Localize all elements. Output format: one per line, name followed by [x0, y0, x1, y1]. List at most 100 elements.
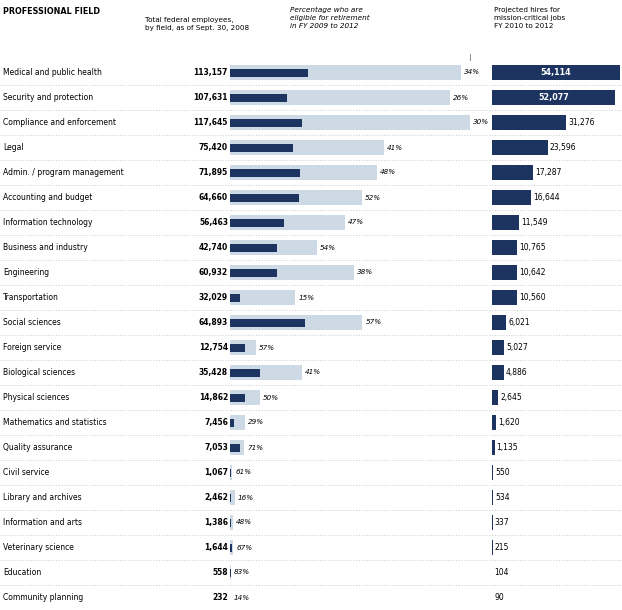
Bar — [492, 415, 496, 430]
Bar — [492, 90, 615, 105]
Text: 7,456: 7,456 — [204, 418, 228, 427]
Text: 534: 534 — [495, 493, 510, 502]
Bar — [230, 340, 256, 355]
Text: Foreign service: Foreign service — [3, 343, 61, 352]
Bar — [230, 193, 299, 201]
Text: Admin. / program management: Admin. / program management — [3, 168, 124, 177]
Bar — [492, 315, 506, 330]
Text: Legal: Legal — [3, 143, 24, 152]
Bar — [230, 168, 300, 176]
Bar — [230, 518, 231, 526]
Text: 41%: 41% — [305, 370, 322, 376]
Bar — [492, 265, 517, 280]
Text: Library and archives: Library and archives — [3, 493, 81, 502]
Text: 52%: 52% — [365, 195, 381, 201]
Bar — [230, 318, 305, 326]
Text: 15%: 15% — [299, 295, 315, 301]
Text: 56,463: 56,463 — [199, 218, 228, 227]
Text: 1,386: 1,386 — [204, 518, 228, 527]
Bar — [230, 544, 232, 551]
Bar — [230, 393, 245, 401]
Text: Projected hires for
mission-critical jobs
FY 2010 to 2012: Projected hires for mission-critical job… — [494, 7, 565, 29]
Text: 34%: 34% — [464, 70, 480, 76]
Text: 11,549: 11,549 — [521, 218, 548, 227]
Bar — [492, 490, 493, 505]
Text: 90: 90 — [494, 593, 504, 602]
Text: 71%: 71% — [248, 445, 264, 451]
Bar — [230, 268, 277, 276]
Bar — [230, 240, 317, 255]
Bar — [230, 515, 233, 530]
Text: 6,021: 6,021 — [508, 318, 530, 327]
Text: Medical and public health: Medical and public health — [3, 68, 102, 77]
Bar — [492, 190, 531, 205]
Text: 1,135: 1,135 — [497, 443, 518, 452]
Text: 1,067: 1,067 — [204, 468, 228, 477]
Text: Engineering: Engineering — [3, 268, 49, 277]
Text: 17,287: 17,287 — [535, 168, 561, 177]
Text: 48%: 48% — [379, 170, 396, 176]
Text: 117,645: 117,645 — [193, 118, 228, 127]
Text: Community planning: Community planning — [3, 593, 83, 602]
Text: 57%: 57% — [259, 345, 275, 351]
Text: 54%: 54% — [320, 245, 337, 251]
Text: Total federal employees,
by field, as of Sept. 30, 2008: Total federal employees, by field, as of… — [145, 17, 249, 31]
Bar — [492, 240, 518, 255]
Text: Biological sciences: Biological sciences — [3, 368, 75, 377]
Bar — [230, 68, 309, 76]
Bar — [230, 115, 470, 130]
Text: 1,620: 1,620 — [498, 418, 519, 427]
Bar — [492, 515, 493, 530]
Text: 2,462: 2,462 — [204, 493, 228, 502]
Bar — [230, 290, 295, 305]
Bar — [230, 443, 240, 451]
Text: 83%: 83% — [234, 570, 250, 575]
Text: Information and arts: Information and arts — [3, 518, 82, 527]
Bar — [492, 215, 519, 230]
Text: 23,596: 23,596 — [550, 143, 577, 152]
Bar — [492, 365, 504, 380]
Text: Compliance and enforcement: Compliance and enforcement — [3, 118, 116, 127]
Text: Education: Education — [3, 568, 41, 577]
Text: 31,276: 31,276 — [568, 118, 595, 127]
Text: 26%: 26% — [453, 95, 469, 101]
Text: 32,029: 32,029 — [199, 293, 228, 302]
Text: 14%: 14% — [233, 595, 249, 600]
Text: 60,932: 60,932 — [199, 268, 228, 277]
Bar — [230, 165, 377, 180]
Bar — [230, 90, 450, 105]
Bar — [230, 265, 355, 280]
Bar — [230, 540, 233, 555]
Bar — [230, 390, 261, 405]
Text: 104: 104 — [494, 568, 509, 577]
Text: Physical sciences: Physical sciences — [3, 393, 70, 402]
Text: 107,631: 107,631 — [193, 93, 228, 102]
Bar — [230, 465, 232, 480]
Text: 12,754: 12,754 — [199, 343, 228, 352]
Text: 337: 337 — [494, 518, 509, 527]
Text: Veterinary science: Veterinary science — [3, 543, 74, 552]
Bar — [230, 315, 363, 330]
Text: 75,420: 75,420 — [199, 143, 228, 152]
Text: 14,862: 14,862 — [199, 393, 228, 402]
Bar — [230, 415, 245, 430]
Bar — [230, 140, 384, 155]
Bar — [230, 218, 284, 226]
Text: 10,765: 10,765 — [519, 243, 546, 252]
Text: 1,644: 1,644 — [204, 543, 228, 552]
Text: Civil service: Civil service — [3, 468, 49, 477]
Text: 16,644: 16,644 — [534, 193, 560, 202]
Text: 550: 550 — [495, 468, 510, 477]
Text: 38%: 38% — [357, 270, 373, 276]
Bar — [230, 118, 302, 126]
Text: 50%: 50% — [263, 395, 279, 401]
Text: Transportation: Transportation — [3, 293, 59, 302]
Bar — [492, 290, 517, 305]
Bar — [230, 190, 362, 205]
Bar — [230, 215, 345, 230]
Bar — [492, 465, 493, 480]
Text: 215: 215 — [494, 543, 509, 552]
Bar — [230, 468, 231, 476]
Text: Security and protection: Security and protection — [3, 93, 93, 102]
Text: Mathematics and statistics: Mathematics and statistics — [3, 418, 106, 427]
